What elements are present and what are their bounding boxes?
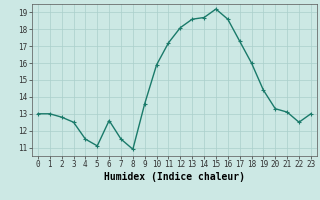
X-axis label: Humidex (Indice chaleur): Humidex (Indice chaleur) [104,172,245,182]
